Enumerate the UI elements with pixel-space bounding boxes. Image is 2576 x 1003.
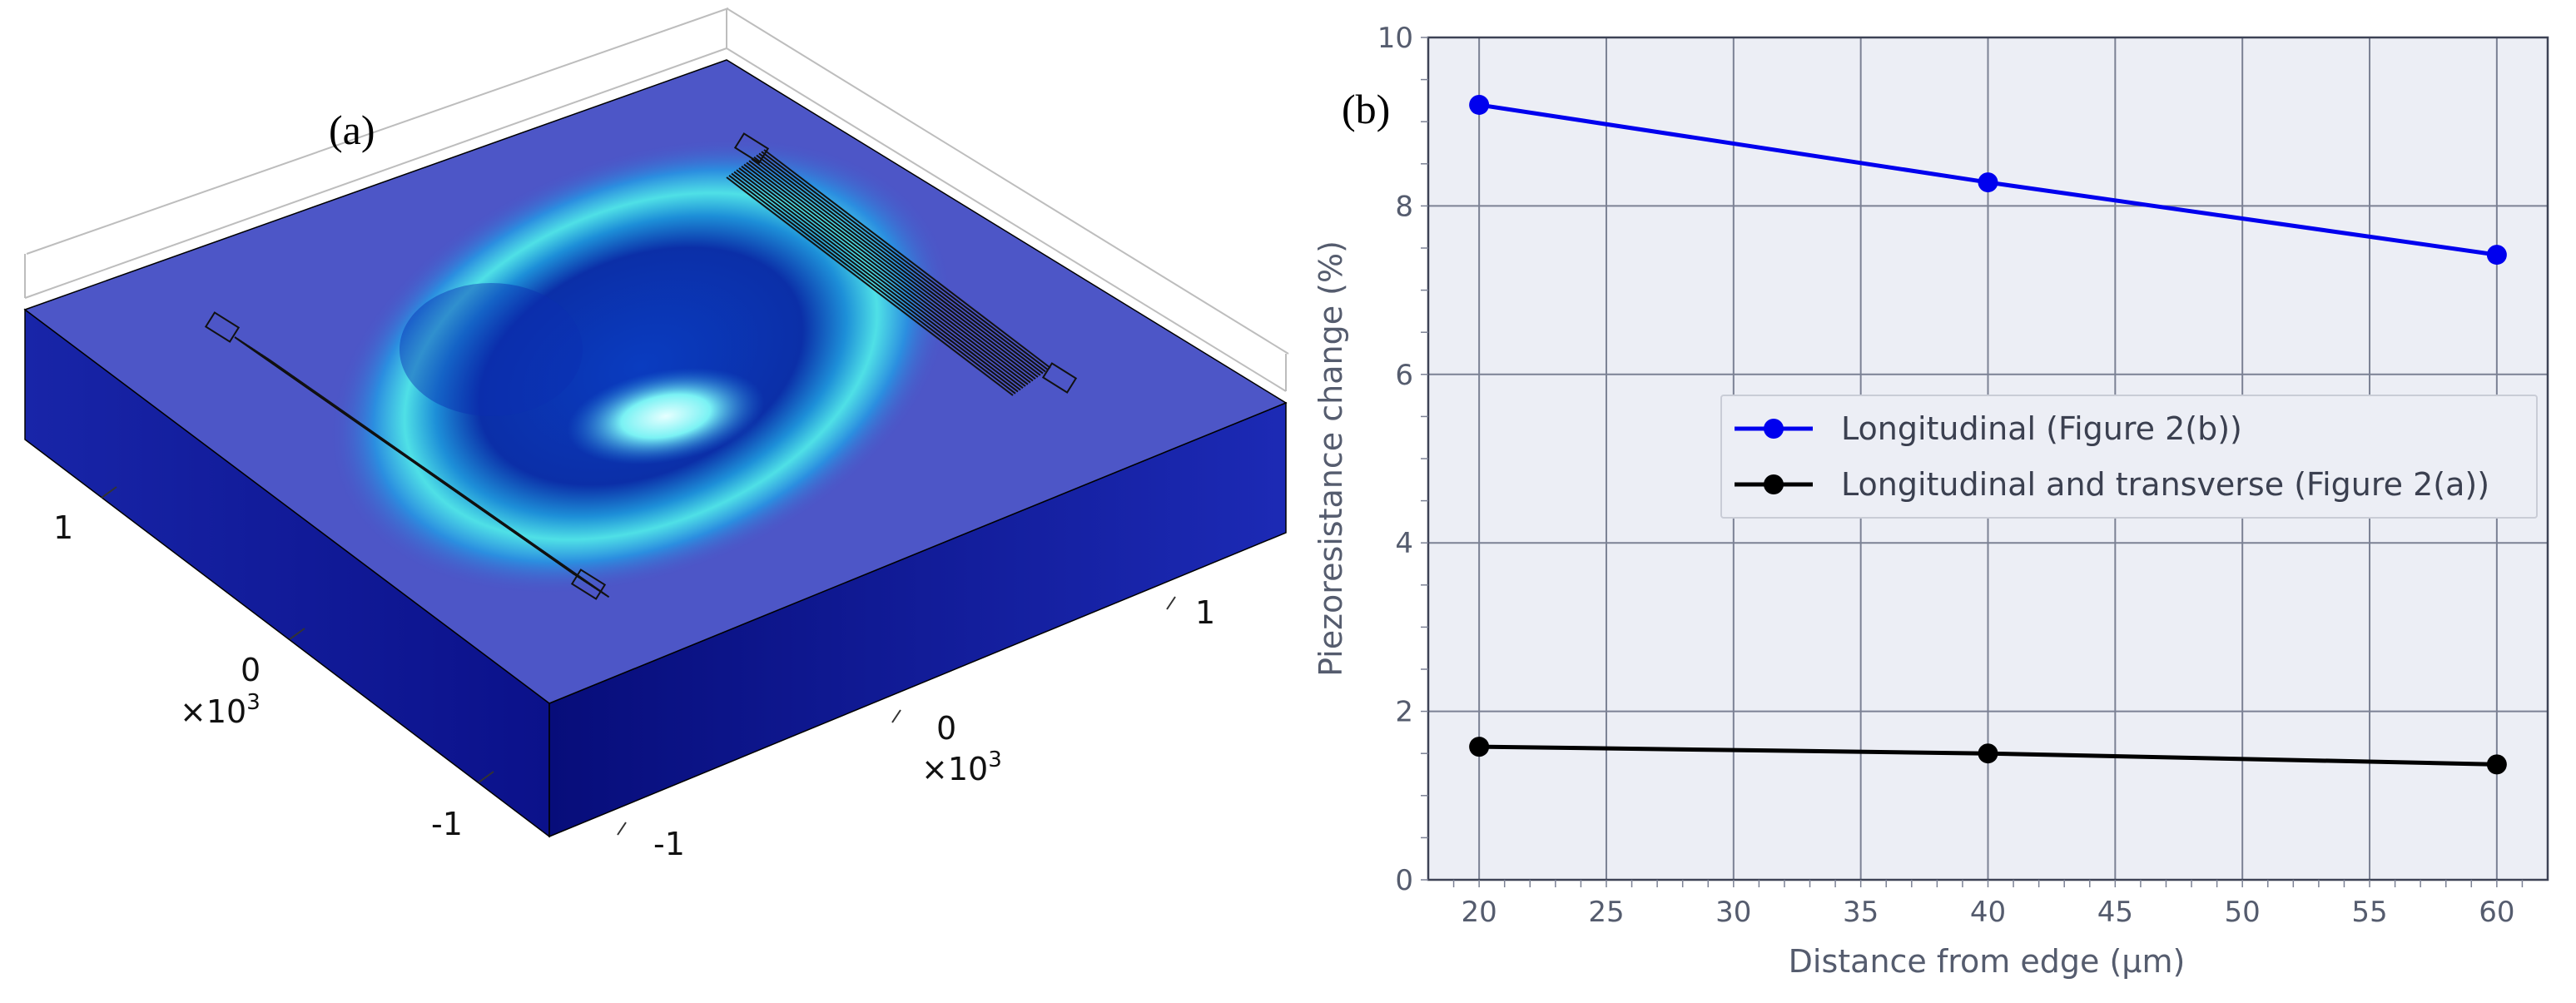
axis-box-lines: [24, 7, 1289, 392]
y-tick-label: 2: [1395, 696, 1413, 729]
panel-b-label: (b): [1342, 86, 1390, 132]
data-point: [2486, 754, 2507, 775]
resistor-trace: [741, 166, 1029, 385]
legend-label-longitudinal: Longitudinal (Figure 2(b)): [1841, 410, 2242, 447]
x-tick-label: 20: [1462, 896, 1497, 929]
data-point: [1978, 172, 1998, 193]
tick-left-1: 1: [53, 509, 73, 546]
multiplier-left: ×103: [180, 690, 261, 730]
x-tick-labels: 20 25 30 35 40 45 50 55 60: [1462, 896, 2515, 929]
resistor-trace: [743, 163, 1031, 384]
tick-left-0: 0: [241, 652, 261, 688]
stress-field: [330, 138, 952, 594]
resistor-trace: [738, 167, 1026, 387]
x-axis-label-text: Distance from edge (μm): [1789, 943, 2186, 980]
tick-left-neg1: -1: [431, 806, 463, 842]
resistor-trace: [733, 171, 1021, 391]
y-tick-label: 10: [1377, 22, 1413, 55]
data-point: [1469, 94, 1490, 115]
x-tick-label: 35: [1843, 896, 1879, 929]
x-tick-label: 40: [1970, 896, 2006, 929]
tick-right-0: 0: [936, 710, 956, 747]
y-tick-label: 4: [1395, 527, 1413, 560]
multiplier-left-base: ×10: [180, 693, 246, 730]
multiplier-left-exp: 3: [246, 690, 261, 715]
resistor-right: [726, 132, 1078, 396]
legend: Longitudinal (Figure 2(b)) Longitudinal …: [1720, 395, 2538, 519]
x-tick-label: 25: [1588, 896, 1624, 929]
resistor-trace: [746, 161, 1034, 382]
series: [1469, 94, 2507, 775]
tick-right-1: 1: [1195, 594, 1215, 631]
legend-marker-longitudinal: [1764, 419, 1784, 439]
resistor-trace: [269, 359, 610, 598]
minor-ticks: [1421, 37, 2524, 887]
resistor-trace: [758, 152, 1046, 373]
multiplier-right-base: ×10: [921, 751, 988, 787]
tick-right-neg1: -1: [653, 826, 685, 862]
front-ticks: [101, 486, 1176, 836]
y-tick-label: 8: [1395, 190, 1413, 223]
legend-marker-longitudinal-transverse: [1764, 474, 1784, 494]
x-tick-label: 55: [2351, 896, 2387, 929]
panel-b: (b) 20 25 30 35 40 45 50 55 60 0 2 4 6 8 10 Distance …: [1313, 22, 2549, 980]
resistor-trace: [751, 158, 1039, 378]
legend-box: [1720, 395, 2538, 519]
resistor-trace: [726, 176, 1014, 396]
multiplier-right: ×103: [921, 747, 1002, 787]
panel-a: (a) 1 0 -1 ×103 1 0 -1 ×103: [23, 7, 1289, 862]
x-tick-label: 30: [1715, 896, 1751, 929]
multiplier-right-exp: 3: [988, 747, 1002, 772]
resistor-trace: [763, 149, 1051, 369]
data-point: [2486, 245, 2507, 266]
resistor-left: [204, 311, 610, 600]
data-point: [1469, 737, 1490, 757]
legend-label-longitudinal-transverse: Longitudinal and transverse (Figure 2(a)…: [1841, 466, 2489, 503]
resistor-trace: [731, 172, 1019, 393]
resistor-trace: [728, 175, 1016, 395]
y-tick-label: 0: [1395, 864, 1413, 897]
x-tick-label: 45: [2097, 896, 2133, 929]
y-axis-label: Piezoresistance change (%): [1313, 241, 1349, 677]
resistor-trace: [753, 156, 1041, 376]
data-point: [1978, 743, 1998, 764]
x-tick-label: 60: [2479, 896, 2514, 929]
resistor-trace: [761, 151, 1049, 370]
panel-a-label: (a): [329, 107, 375, 153]
x-axis-label: Distance from edge (μm): [1789, 943, 2186, 980]
resistor-trace: [756, 154, 1044, 375]
y-tick-labels: 0 2 4 6 8 10: [1377, 22, 1413, 897]
x-tick-label: 50: [2225, 896, 2261, 929]
resistor-trace: [736, 169, 1024, 389]
resistor-trace: [748, 160, 1036, 380]
y-tick-label: 6: [1395, 359, 1413, 392]
